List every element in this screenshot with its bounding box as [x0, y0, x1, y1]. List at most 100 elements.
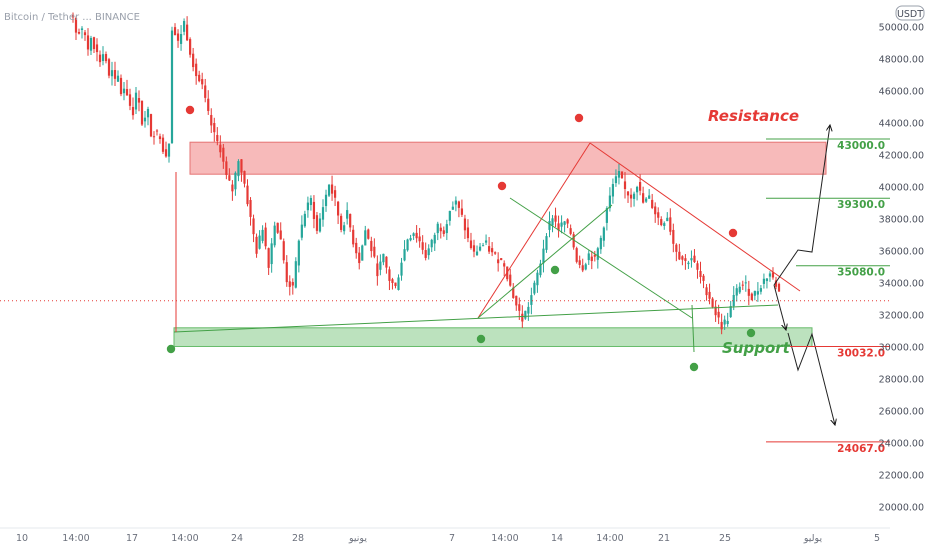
y-tick-label: 26000.00 [879, 407, 924, 418]
pivot-dot[interactable] [497, 181, 507, 191]
rising-channel-lower[interactable] [477, 204, 613, 319]
rising-channel-upper[interactable] [477, 142, 591, 319]
candle-body [243, 170, 246, 184]
y-tick-label: 32000.00 [879, 311, 924, 322]
candle-body [672, 229, 675, 244]
pivot-dot[interactable] [728, 228, 738, 238]
inner-descending-line[interactable] [509, 197, 693, 319]
support-zone[interactable] [173, 327, 813, 347]
candle-body [382, 253, 385, 263]
candle-body [617, 170, 621, 178]
candle-body [554, 215, 557, 222]
candle-body [581, 265, 584, 271]
pivot-dot[interactable] [550, 265, 560, 275]
candle-body [134, 92, 138, 110]
candle-body [294, 261, 297, 288]
x-tick-label: یونیو [348, 533, 367, 544]
candle-body [173, 27, 177, 36]
candle-body [687, 262, 690, 265]
resistance-zone[interactable] [189, 141, 827, 175]
pivot-dot[interactable] [574, 113, 584, 123]
candle-body [648, 195, 651, 199]
candle-body [569, 228, 572, 234]
candle-body [312, 201, 316, 219]
candle-body [639, 182, 642, 191]
candle-body [403, 249, 406, 261]
candle-body [448, 210, 451, 221]
candle-body [702, 275, 705, 281]
candles-layer [71, 12, 781, 335]
candle-body [340, 215, 343, 230]
candle-body [95, 44, 99, 53]
pivot-dot[interactable] [689, 362, 699, 372]
pivot-dot[interactable] [476, 334, 486, 344]
currency-badge[interactable]: USDT [895, 5, 925, 21]
pivot-dot[interactable] [746, 328, 756, 338]
bullish-scenario-arrow[interactable] [773, 125, 830, 286]
candle-body [463, 218, 467, 231]
currency-badge-frame [895, 5, 925, 21]
candle-body [201, 79, 204, 85]
symbol-title[interactable]: Bitcoin / Tether ... BINANCE [4, 12, 140, 23]
candle-body [744, 282, 747, 284]
candle-body [711, 298, 714, 308]
y-tick-label: 42000.00 [879, 151, 924, 162]
candle-body [605, 208, 608, 223]
candle-body [536, 272, 539, 286]
candle-body [373, 246, 376, 257]
y-tick-label: 24000.00 [879, 439, 924, 450]
candle-body [77, 31, 81, 34]
candle-body [333, 190, 337, 198]
candle-body [349, 213, 352, 228]
candle-body [198, 74, 201, 82]
candle-body [167, 143, 171, 157]
candle-body [614, 176, 618, 184]
candle-body [753, 290, 756, 296]
candle-body [400, 262, 403, 276]
candle-body [666, 217, 669, 222]
candle-body [355, 242, 358, 254]
candle-body [521, 313, 524, 322]
candle-body [663, 223, 666, 227]
pivot-dot[interactable] [185, 105, 195, 115]
candle-body [774, 280, 778, 287]
x-tick-label: 14:00 [171, 533, 198, 544]
candle-body [575, 248, 578, 262]
long-support-trendline[interactable] [173, 304, 779, 333]
y-tick-label: 38000.00 [879, 215, 924, 226]
candle-body [240, 159, 243, 173]
x-tick-label: 24 [231, 533, 243, 544]
candle-body [89, 37, 93, 51]
support-label[interactable]: Support [722, 339, 791, 357]
candle-body [179, 34, 183, 44]
x-tick-label: 7 [449, 533, 455, 544]
bearish-scenario-arrow[interactable] [787, 332, 835, 425]
resistance-label[interactable]: Resistance [708, 107, 799, 125]
candle-body [128, 94, 132, 106]
candle-body [518, 304, 521, 311]
candle-body [264, 227, 267, 247]
candle-body [258, 235, 261, 249]
x-tick-label: 5 [874, 533, 880, 544]
candle-body [439, 227, 442, 232]
candle-body [660, 219, 663, 226]
candle-body [509, 274, 512, 286]
descending-trendline[interactable] [589, 142, 801, 292]
pivot-dot[interactable] [166, 344, 176, 354]
candle-body [629, 194, 633, 199]
candle-body [584, 264, 587, 270]
spike-marker[interactable] [691, 304, 695, 353]
candle-body [246, 185, 249, 205]
candle-body [539, 263, 542, 276]
candle-body [282, 241, 285, 261]
y-tick-label: 40000.00 [879, 183, 924, 194]
candle-body [560, 222, 563, 227]
bearish-first-leg-arrow[interactable] [773, 284, 786, 330]
currency-badge-label: USDT [897, 9, 923, 20]
candle-body [125, 89, 129, 96]
y-tick-label: 28000.00 [879, 375, 924, 386]
candle-body [675, 244, 678, 252]
candle-body [478, 246, 482, 251]
